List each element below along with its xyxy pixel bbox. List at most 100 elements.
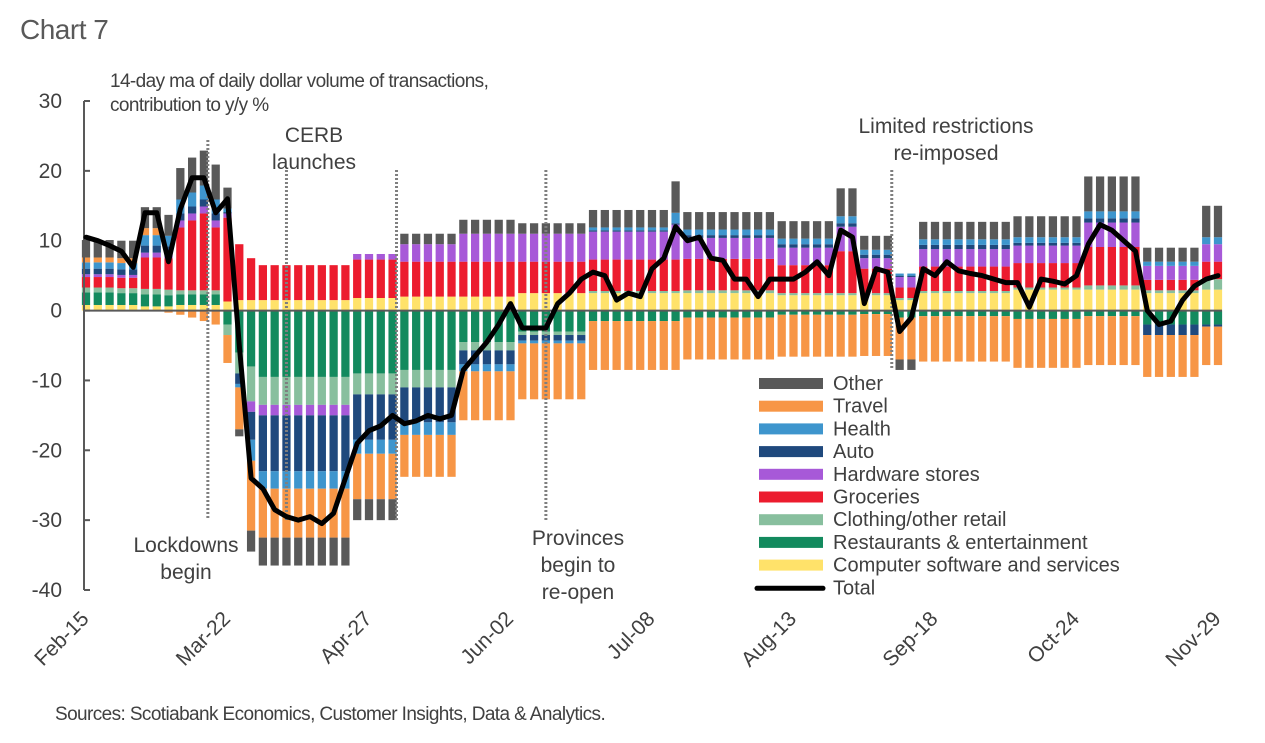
legend-label: Hardware stores: [833, 464, 980, 486]
bar-segment-computer-software-and-services: [1166, 293, 1175, 311]
bar-segment-auto: [270, 415, 279, 472]
bar-segment-hardware-stores: [789, 247, 798, 266]
bar-segment-hardware-stores: [966, 249, 975, 267]
bar-segment-groceries: [423, 261, 433, 297]
bar-segment-health: [1154, 261, 1164, 266]
bar-segment-travel: [529, 343, 539, 400]
bar-segment-groceries: [848, 251, 857, 294]
bar-segment-clothing-other-retail: [105, 287, 114, 293]
bar-segment-auto: [1013, 242, 1022, 246]
bar-segment-computer-software-and-services: [164, 306, 173, 311]
bar-segment-other: [317, 537, 326, 566]
bar-segment-clothing-other-retail: [541, 331, 550, 336]
bar-segment-other: [636, 209, 645, 228]
bar-segment-clothing-other-retail: [246, 366, 256, 402]
bar-segment-travel: [518, 343, 527, 400]
bar-segment-clothing-other-retail: [730, 290, 739, 294]
bar-segment-health: [400, 422, 409, 435]
bar-segment-health: [388, 439, 397, 454]
bar-segment-auto: [624, 230, 633, 232]
bar-segment-clothing-other-retail: [883, 293, 892, 296]
x-tick-label: Aug-13: [737, 607, 801, 671]
bar-segment-hardware-stores: [1037, 245, 1046, 264]
bar-segment-restaurants-entertainment: [518, 310, 527, 332]
bar-segment-computer-software-and-services: [353, 298, 362, 311]
bar-segment-computer-software-and-services: [317, 300, 326, 311]
bar-segment-travel: [364, 453, 374, 500]
bar-segment-other: [860, 235, 869, 250]
bar-segment-restaurants-entertainment: [871, 310, 881, 315]
bar-segment-auto: [1095, 218, 1105, 223]
bar-segment-restaurants-entertainment: [895, 310, 904, 318]
bar-segment-hardware-stores: [211, 220, 220, 228]
bar-segment-groceries: [1202, 261, 1211, 280]
bar-segment-auto: [93, 268, 102, 275]
bar-segment-groceries: [1013, 263, 1022, 288]
bar-segment-restaurants-entertainment: [730, 310, 739, 318]
bar-segment-clothing-other-retail: [577, 331, 586, 336]
bar-segment-computer-software-and-services: [376, 298, 385, 311]
bar-segment-health: [600, 227, 609, 231]
bar-segment-restaurants-entertainment: [1190, 310, 1199, 325]
bar-segment-auto: [730, 235, 739, 238]
bar-segment-hardware-stores: [317, 404, 326, 416]
bar-segment-health: [754, 229, 763, 236]
x-tick-label: Jul-08: [603, 607, 660, 664]
bar-segment-travel: [871, 314, 881, 356]
bar-segment-computer-software-and-services: [105, 304, 114, 311]
bar-segment-groceries: [1143, 279, 1152, 291]
bar-segment-other: [989, 221, 999, 240]
bar-segment-travel: [1084, 316, 1093, 366]
annotation-label: CERB: [285, 124, 343, 147]
bar-segment-restaurants-entertainment: [81, 292, 91, 305]
bar-segment-hardware-stores: [400, 244, 409, 262]
bar-segment-auto: [494, 350, 503, 365]
bar-segment-travel: [353, 453, 362, 500]
bar-segment-restaurants-entertainment: [765, 310, 775, 318]
bar-segment-restaurants-entertainment: [789, 310, 798, 315]
legend-item: Other: [759, 373, 883, 395]
bar-segment-groceries: [612, 259, 621, 292]
bar-segment-auto: [789, 244, 798, 248]
bar-segment-other: [176, 168, 185, 200]
legend-label: Clothing/other retail: [833, 509, 1006, 531]
bar-segment-travel: [966, 316, 975, 362]
bar-segment-groceries: [742, 258, 751, 291]
bar-segment-groceries: [695, 258, 704, 291]
bar-segment-computer-software-and-services: [671, 293, 680, 311]
bar-segment-other: [954, 221, 963, 240]
bar-segment-computer-software-and-services: [871, 295, 881, 311]
bar-segment-restaurants-entertainment: [1060, 310, 1069, 319]
bar-segment-auto: [246, 411, 256, 440]
bar-segment-travel: [1190, 335, 1199, 377]
bar-segment-clothing-other-retail: [683, 290, 692, 294]
bar-segment-clothing-other-retail: [129, 288, 138, 294]
bar-segment-other: [742, 212, 751, 230]
bar-segment-restaurants-entertainment: [305, 310, 315, 377]
bar-segment-other: [824, 221, 833, 239]
bar-segment-health: [447, 422, 456, 435]
bar-segment-auto: [1037, 242, 1046, 246]
bar-segment-groceries: [447, 261, 456, 297]
bar-segment-clothing-other-retail: [164, 289, 173, 296]
bar-segment-auto: [305, 415, 315, 472]
bar-segment-restaurants-entertainment: [1107, 310, 1116, 317]
bar-segment-clothing-other-retail: [671, 291, 680, 294]
bar-segment-restaurants-entertainment: [919, 310, 928, 317]
bar-segment-travel: [565, 343, 574, 400]
bar-segment-groceries: [801, 265, 810, 294]
bar-segment-travel: [494, 371, 503, 421]
bar-segment-health: [329, 471, 338, 489]
bar-segment-groceries: [930, 266, 940, 292]
bar-segment-computer-software-and-services: [942, 293, 951, 311]
bar-segment-auto: [848, 223, 857, 227]
bar-segment-computer-software-and-services: [364, 298, 374, 311]
bar-segment-hardware-stores: [423, 244, 433, 262]
bar-segment-other: [930, 221, 940, 240]
bar-segment-restaurants-entertainment: [718, 310, 727, 318]
bar-segment-clothing-other-retail: [600, 291, 609, 294]
bar-segment-groceries: [412, 261, 421, 297]
bar-segment-auto: [883, 254, 892, 259]
bar-segment-computer-software-and-services: [848, 295, 857, 311]
bar-segment-clothing-other-retail: [423, 369, 433, 388]
